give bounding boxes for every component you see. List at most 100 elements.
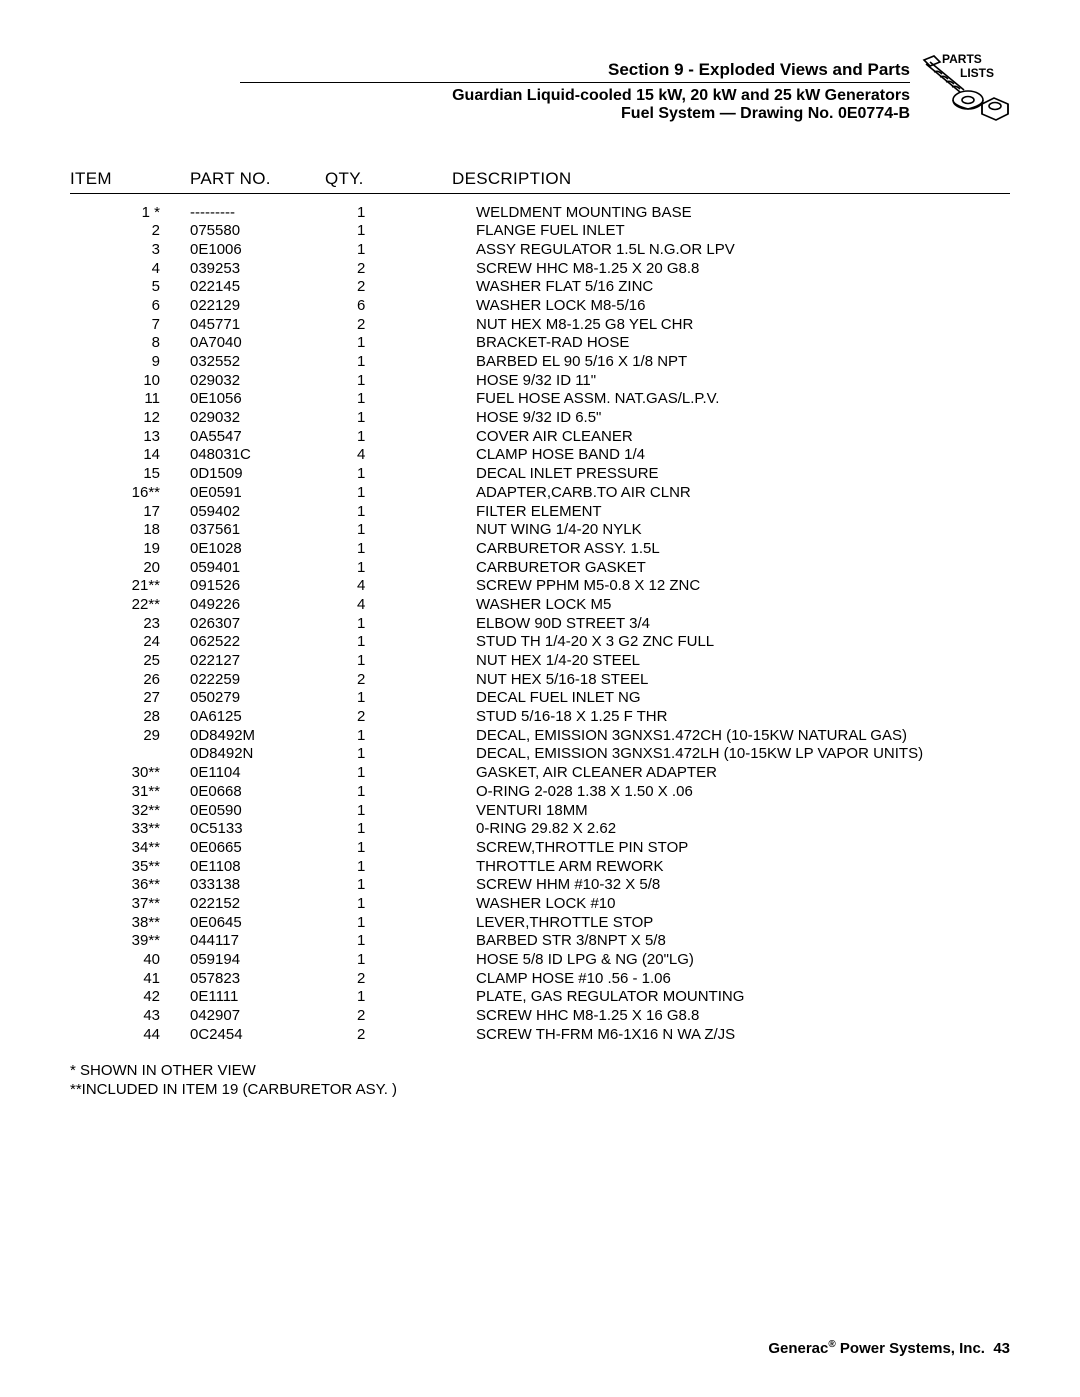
cell-part: 0D1509	[190, 465, 325, 484]
table-row: 70457712NUT HEX M8-1.25 G8 YEL CHR	[70, 315, 1010, 334]
cell-item: 8	[70, 334, 190, 353]
cell-part: 050279	[190, 689, 325, 708]
cell-desc: LEVER,THROTTLE STOP	[452, 913, 1010, 932]
cell-part: 022129	[190, 296, 325, 315]
cell-part: 0E1056	[190, 390, 325, 409]
footer-reg: ®	[828, 1339, 835, 1350]
cell-qty: 2	[325, 670, 452, 689]
cell-part: 033138	[190, 876, 325, 895]
table-row: 30E10061ASSY REGULATOR 1.5L N.G.OR LPV	[70, 240, 1010, 259]
table-row: 240625221STUD TH 1/4-20 X 3 G2 ZNC FULL	[70, 633, 1010, 652]
cell-part: 0E1111	[190, 988, 325, 1007]
table-row: 22**0492264WASHER LOCK M5	[70, 595, 1010, 614]
cell-part: 0E0665	[190, 838, 325, 857]
table-row: 30**0E11041GASKET, AIR CLEANER ADAPTER	[70, 764, 1010, 783]
cell-item: 44	[70, 1025, 190, 1044]
page: Section 9 - Exploded Views and Parts Gua…	[0, 0, 1080, 1397]
table-row: 40392532SCREW HHC M8-1.25 X 20 G8.8	[70, 259, 1010, 278]
cell-desc: SCREW HHC M8-1.25 X 20 G8.8	[452, 259, 1010, 278]
cell-item: 13	[70, 427, 190, 446]
col-part: PART NO.	[190, 169, 325, 194]
cell-part: 075580	[190, 222, 325, 241]
cell-desc: DECAL, EMISSION 3GNXS1.472CH (10-15KW NA…	[452, 726, 1010, 745]
cell-item: 19	[70, 539, 190, 558]
page-footer: Generac® Power Systems, Inc. 43	[768, 1339, 1010, 1357]
table-row: 60221296WASHER LOCK M8-5/16	[70, 296, 1010, 315]
cell-item: 18	[70, 521, 190, 540]
cell-part: 059194	[190, 951, 325, 970]
cell-qty: 1	[325, 222, 452, 241]
header-block: Section 9 - Exploded Views and Parts Gua…	[70, 60, 1010, 123]
cell-item: 2	[70, 222, 190, 241]
cell-desc: WASHER LOCK M8-5/16	[452, 296, 1010, 315]
cell-desc: GASKET, AIR CLEANER ADAPTER	[452, 764, 1010, 783]
table-row: 0D8492N1DECAL, EMISSION 3GNXS1.472LH (10…	[70, 745, 1010, 764]
cell-qty: 1	[325, 502, 452, 521]
cell-item: 34**	[70, 838, 190, 857]
parts-table: ITEM PART NO. QTY. DESCRIPTION 1 *------…	[70, 169, 1010, 1044]
cell-item: 9	[70, 353, 190, 372]
cell-desc: NUT HEX 1/4-20 STEEL	[452, 652, 1010, 671]
table-row: 50221452WASHER FLAT 5/16 ZINC	[70, 278, 1010, 297]
logo-label-parts: PARTS	[942, 52, 982, 66]
cell-desc: DECAL INLET PRESSURE	[452, 465, 1010, 484]
table-row: 34**0E06651SCREW,THROTTLE PIN STOP	[70, 838, 1010, 857]
cell-item: 37**	[70, 894, 190, 913]
cell-item: 42	[70, 988, 190, 1007]
cell-qty: 1	[325, 801, 452, 820]
cell-item: 1 *	[70, 203, 190, 222]
cell-part: 022145	[190, 278, 325, 297]
cell-qty: 2	[325, 315, 452, 334]
cell-qty: 1	[325, 652, 452, 671]
cell-desc: WASHER LOCK M5	[452, 595, 1010, 614]
cell-desc: CLAMP HOSE BAND 1/4	[452, 446, 1010, 465]
cell-desc: WELDMENT MOUNTING BASE	[452, 203, 1010, 222]
cell-qty: 1	[325, 876, 452, 895]
footer-page: 43	[993, 1340, 1010, 1357]
cell-desc: HOSE 9/32 ID 6.5"	[452, 409, 1010, 428]
cell-item: 40	[70, 951, 190, 970]
cell-part: 037561	[190, 521, 325, 540]
cell-item: 10	[70, 371, 190, 390]
cell-qty: 1	[325, 390, 452, 409]
cell-qty: 1	[325, 240, 452, 259]
table-row: 37**0221521WASHER LOCK #10	[70, 894, 1010, 913]
cell-qty: 1	[325, 820, 452, 839]
header-sub1: Guardian Liquid-cooled 15 kW, 20 kW and …	[70, 87, 910, 105]
table-row: 400591941HOSE 5/8 ID LPG & NG (20"LG)	[70, 951, 1010, 970]
cell-qty: 1	[325, 334, 452, 353]
cell-qty: 1	[325, 894, 452, 913]
col-qty: QTY.	[325, 169, 452, 194]
cell-desc: HOSE 9/32 ID 11"	[452, 371, 1010, 390]
cell-desc: STUD 5/16-18 X 1.25 F THR	[452, 708, 1010, 727]
cell-desc: DECAL, EMISSION 3GNXS1.472LH (10-15KW LP…	[452, 745, 1010, 764]
cell-qty: 1	[325, 539, 452, 558]
table-row: 1 *---------1WELDMENT MOUNTING BASE	[70, 203, 1010, 222]
cell-item: 38**	[70, 913, 190, 932]
cell-part: 022259	[190, 670, 325, 689]
cell-desc: CARBURETOR GASKET	[452, 558, 1010, 577]
table-row: 33**0C513310-RING 29.82 X 2.62	[70, 820, 1010, 839]
cell-item: 20	[70, 558, 190, 577]
cell-part: 0A6125	[190, 708, 325, 727]
table-row: 200594011CARBURETOR GASKET	[70, 558, 1010, 577]
table-row: 21**0915264SCREW PPHM M5-0.8 X 12 ZNC	[70, 577, 1010, 596]
cell-item: 33**	[70, 820, 190, 839]
cell-part: 0E0668	[190, 782, 325, 801]
cell-desc: HOSE 5/8 ID LPG & NG (20"LG)	[452, 951, 1010, 970]
cell-qty: 1	[325, 521, 452, 540]
cell-desc: ELBOW 90D STREET 3/4	[452, 614, 1010, 633]
cell-desc: O-RING 2-028 1.38 X 1.50 X .06	[452, 782, 1010, 801]
table-body: 1 *---------1WELDMENT MOUNTING BASE20755…	[70, 194, 1010, 1044]
cell-qty: 1	[325, 988, 452, 1007]
cell-part: 059402	[190, 502, 325, 521]
cell-part: 0A5547	[190, 427, 325, 446]
cell-desc: VENTURI 18MM	[452, 801, 1010, 820]
table-row: 35**0E11081THROTTLE ARM REWORK	[70, 857, 1010, 876]
cell-part: 0E0591	[190, 483, 325, 502]
cell-qty: 1	[325, 782, 452, 801]
cell-item: 41	[70, 969, 190, 988]
table-row: 16**0E05911ADAPTER,CARB.TO AIR CLNR	[70, 483, 1010, 502]
cell-item: 25	[70, 652, 190, 671]
cell-desc: FILTER ELEMENT	[452, 502, 1010, 521]
